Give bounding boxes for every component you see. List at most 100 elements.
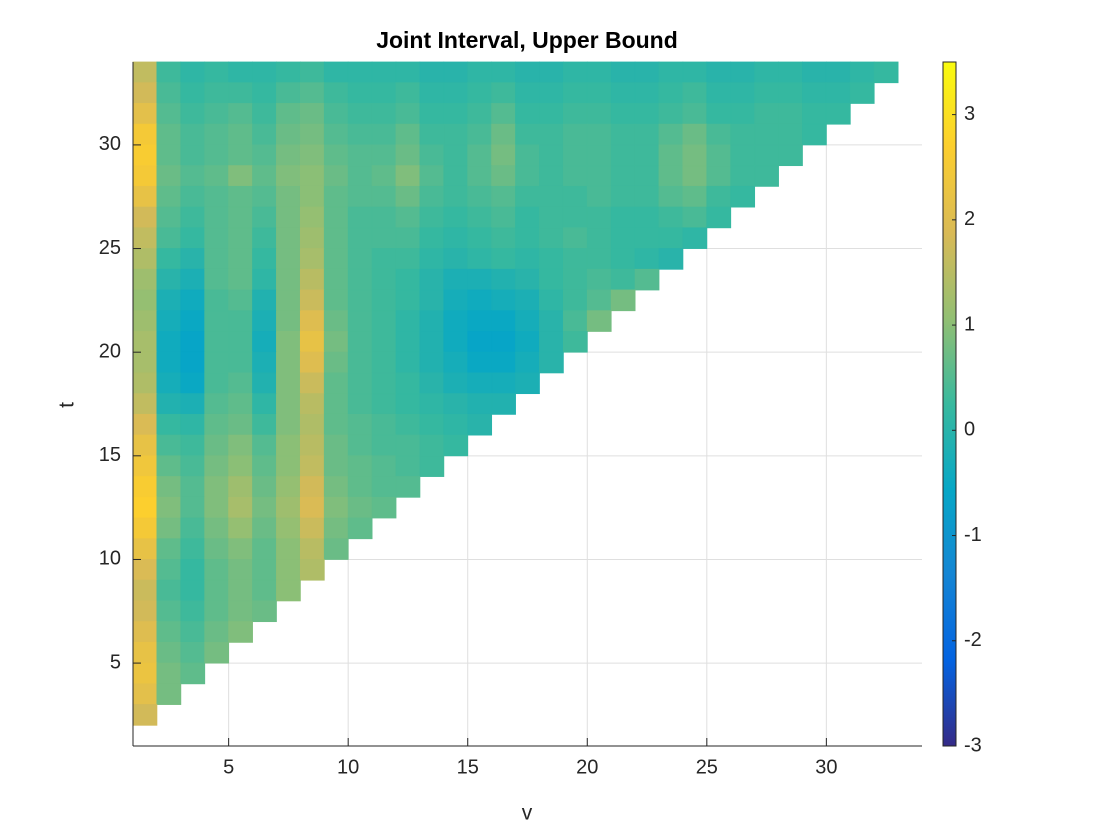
- heat-cell: [562, 185, 588, 208]
- heat-cell: [515, 206, 540, 229]
- heat-cell: [156, 434, 182, 457]
- heat-cell: [276, 559, 301, 581]
- heat-cell: [634, 185, 660, 208]
- heat-cell: [539, 82, 564, 104]
- heat-cell: [347, 185, 373, 208]
- heat-cell: [491, 227, 516, 249]
- heat-cell: [180, 331, 206, 353]
- heat-cell: [299, 82, 325, 104]
- heat-cell: [228, 372, 253, 395]
- heat-cell: [204, 227, 230, 249]
- heat-cell: [132, 496, 158, 519]
- colorbar-tick-label: 3: [964, 103, 975, 125]
- heat-cell: [371, 185, 397, 208]
- heat-cell: [586, 185, 612, 208]
- heat-cell: [706, 82, 732, 104]
- heat-cell: [299, 248, 325, 270]
- heat-cell: [228, 538, 253, 560]
- heat-cell: [347, 455, 373, 477]
- heat-cell: [515, 351, 540, 374]
- y-tick-label: 10: [99, 548, 121, 570]
- heat-cell: [228, 165, 253, 187]
- heat-cell: [371, 123, 397, 146]
- heat-cell: [371, 434, 397, 457]
- heat-cell: [156, 165, 182, 187]
- heat-cell: [156, 268, 182, 291]
- heat-cell: [562, 289, 588, 312]
- heat-cell: [491, 372, 516, 395]
- heat-cell: [276, 331, 301, 353]
- heat-cell: [180, 393, 206, 415]
- heat-cell: [395, 289, 421, 312]
- heat-cell: [778, 103, 803, 125]
- heat-cell: [515, 331, 540, 353]
- heat-cell: [323, 268, 349, 291]
- heat-cell: [682, 61, 708, 84]
- heat-cell: [347, 289, 373, 312]
- heat-cell: [323, 123, 349, 146]
- heat-cell: [467, 144, 493, 167]
- heat-cell: [395, 331, 421, 353]
- heat-cell: [706, 103, 732, 125]
- heat-cell: [706, 61, 732, 84]
- heat-cell: [204, 310, 230, 332]
- heat-cell: [610, 103, 636, 125]
- chart-title: Joint Interval, Upper Bound: [376, 27, 678, 53]
- heat-cell: [323, 476, 349, 498]
- heat-cell: [228, 144, 253, 167]
- heat-cell: [515, 123, 540, 146]
- heat-cell: [467, 310, 493, 332]
- heat-cell: [347, 496, 373, 519]
- heat-cell: [132, 61, 158, 84]
- heat-cell: [778, 144, 803, 167]
- heat-cell: [156, 289, 182, 312]
- heat-cell: [706, 144, 732, 167]
- heat-cell: [347, 123, 373, 146]
- heat-cell: [204, 600, 230, 623]
- heat-cell: [371, 165, 397, 187]
- heat-cell: [658, 61, 684, 84]
- heat-cell: [228, 413, 253, 436]
- heat-cell: [228, 185, 253, 208]
- heat-cell: [252, 289, 277, 312]
- heat-cell: [347, 351, 373, 374]
- heat-cell: [228, 82, 253, 104]
- heat-cell: [180, 434, 206, 457]
- heat-cell: [228, 289, 253, 312]
- heat-cell: [156, 393, 182, 415]
- heat-cell: [347, 372, 373, 395]
- heat-cell: [562, 165, 588, 187]
- heat-cell: [323, 165, 349, 187]
- heat-cell: [610, 144, 636, 167]
- heat-cell: [491, 206, 516, 229]
- heat-cell: [180, 351, 206, 374]
- heat-cell: [634, 227, 660, 249]
- heat-cell: [323, 351, 349, 374]
- heat-cell: [252, 413, 277, 436]
- heat-cell: [419, 123, 445, 146]
- heat-cell: [706, 165, 732, 187]
- heat-cell: [180, 538, 206, 560]
- heat-cell: [204, 434, 230, 457]
- heat-cell: [347, 144, 373, 167]
- heat-cell: [132, 579, 158, 602]
- heat-cell: [132, 227, 158, 249]
- heat-cell: [132, 704, 158, 726]
- heat-cell: [419, 61, 445, 84]
- heat-cell: [156, 600, 182, 623]
- heat-cell: [276, 393, 301, 415]
- heat-cell: [156, 641, 182, 664]
- heat-cell: [467, 61, 493, 84]
- heat-cell: [252, 61, 277, 84]
- heat-cell: [586, 206, 612, 229]
- heat-cell: [252, 538, 277, 560]
- heat-cell: [252, 144, 277, 167]
- heat-cell: [132, 517, 158, 540]
- heat-cell: [539, 185, 564, 208]
- heat-cell: [252, 351, 277, 374]
- heat-cell: [562, 268, 588, 291]
- heat-cell: [252, 559, 277, 581]
- heat-cell: [299, 413, 325, 436]
- y-tick-label: 20: [99, 340, 121, 362]
- heat-cell: [204, 372, 230, 395]
